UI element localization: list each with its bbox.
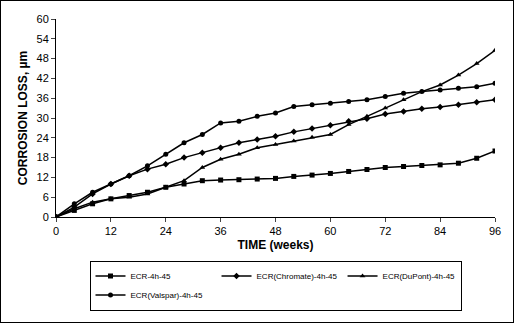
svg-text:60: 60 — [37, 13, 49, 25]
svg-text:54: 54 — [37, 33, 49, 45]
svg-text:ECR-4h-45: ECR-4h-45 — [131, 272, 172, 281]
svg-text:60: 60 — [324, 225, 336, 237]
svg-text:42: 42 — [37, 72, 49, 84]
svg-text:36: 36 — [37, 92, 49, 104]
svg-text:48: 48 — [269, 225, 281, 237]
svg-text:96: 96 — [489, 225, 501, 237]
svg-text:48: 48 — [37, 52, 49, 64]
svg-text:36: 36 — [215, 225, 227, 237]
svg-text:30: 30 — [37, 112, 49, 124]
svg-text:24: 24 — [160, 225, 172, 237]
svg-text:24: 24 — [37, 132, 49, 144]
svg-text:ECR(DuPont)-4h-45: ECR(DuPont)-4h-45 — [383, 272, 456, 281]
svg-text:ECR(Valspar)-4h-45: ECR(Valspar)-4h-45 — [131, 291, 203, 300]
svg-text:6: 6 — [43, 191, 49, 203]
svg-text:12: 12 — [37, 171, 49, 183]
svg-text:72: 72 — [379, 225, 391, 237]
svg-text:18: 18 — [37, 151, 49, 163]
svg-text:CORROSION LOSS, µm: CORROSION LOSS, µm — [16, 51, 30, 185]
svg-text:0: 0 — [43, 211, 49, 223]
svg-text:12: 12 — [105, 225, 117, 237]
svg-text:84: 84 — [434, 225, 446, 237]
svg-text:TIME (weeks): TIME (weeks) — [237, 238, 313, 252]
svg-text:0: 0 — [53, 225, 59, 237]
svg-text:ECR(Chromate)-4h-45: ECR(Chromate)-4h-45 — [257, 272, 338, 281]
